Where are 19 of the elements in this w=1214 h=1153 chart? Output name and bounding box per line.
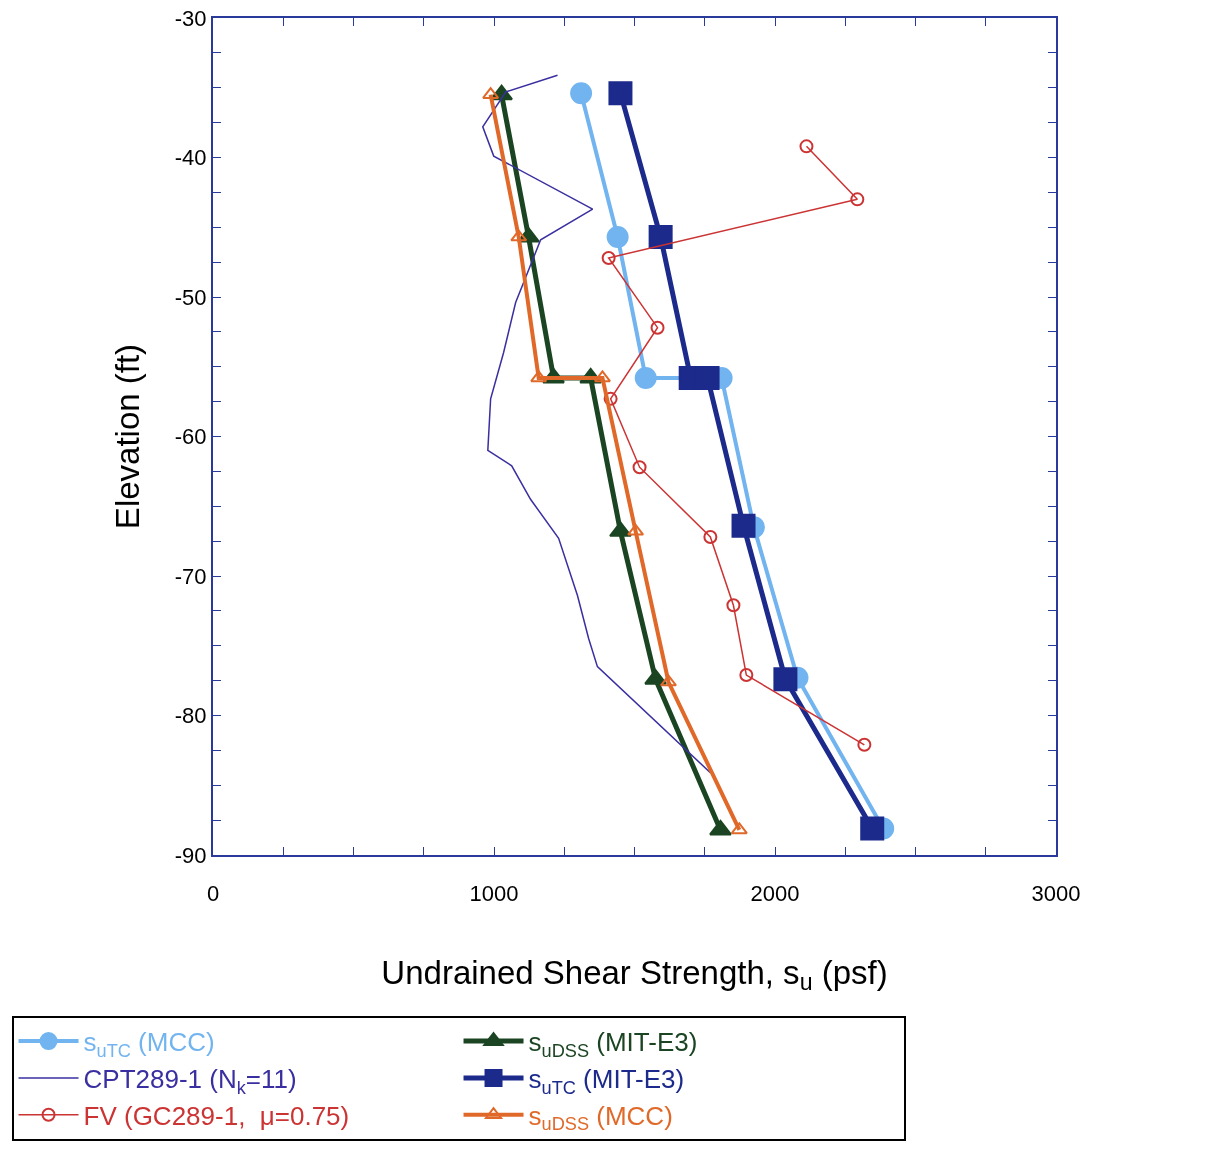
y-axis-title: Elevation (ft) (109, 343, 147, 530)
y-tick-label: -40 (174, 145, 207, 171)
x-tick-label: 0 (206, 881, 220, 907)
legend-label: s$_{uDSS}$ (MIT-E3) (528, 1027, 698, 1061)
y-tick-label: -30 (174, 5, 207, 31)
x-axis-title: Undrained Shear Strength, s$_{u}$ (psf) (381, 953, 888, 996)
x-tick-label: 1000 (469, 881, 519, 907)
x-tick-label: 3000 (1031, 881, 1081, 907)
legend-label: CPT289-1 (N$_{k}$=11) (83, 1064, 297, 1098)
y-tick-label: -70 (174, 563, 207, 589)
legend-label: s$_{uTC}$ (MIT-E3) (528, 1064, 685, 1098)
y-tick-label: -90 (174, 842, 207, 868)
y-tick-label: -60 (174, 424, 207, 450)
legend-label: FV (GC289-1, μ=0.75) (83, 1100, 350, 1131)
y-tick-label: -50 (174, 284, 207, 310)
legend-label: s$_{uTC}$ (MCC) (83, 1027, 215, 1061)
legend-label: s$_{uDSS}$ (MCC) (528, 1100, 673, 1135)
x-tick-label: 2000 (750, 881, 800, 907)
y-tick-label: -80 (174, 703, 207, 729)
